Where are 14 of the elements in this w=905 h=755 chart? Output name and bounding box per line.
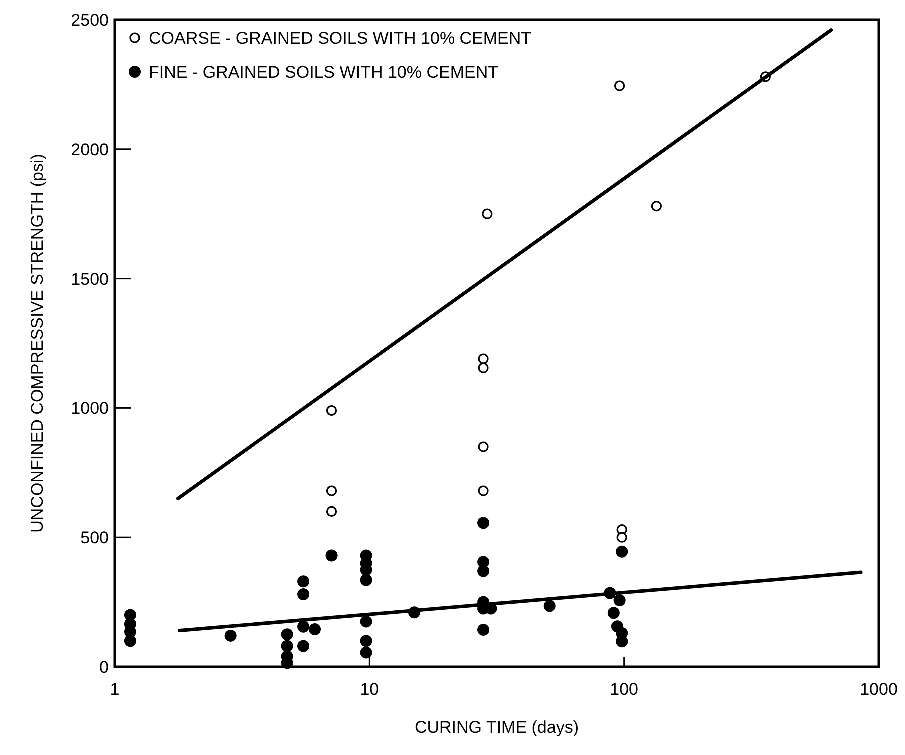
- x-tick-label: 1000: [860, 680, 898, 699]
- y-tick-label: 0: [100, 658, 109, 677]
- x-tick-label: 10: [360, 680, 380, 699]
- y-axis-title: UNCONFINED COMPRESSIVE STRENGTH (psi): [28, 154, 47, 533]
- x-tick-label: 100: [610, 680, 639, 699]
- x-tick-label: 1: [110, 680, 120, 699]
- y-tick-label: 1500: [71, 270, 109, 289]
- legend-label: COARSE - GRAINED SOILS WITH 10% CEMENT: [149, 28, 532, 48]
- legend-label: FINE - GRAINED SOILS WITH 10% CEMENT: [149, 62, 498, 82]
- y-tick-label: 2000: [71, 140, 109, 160]
- y-tick-label: 1000: [71, 399, 109, 418]
- y-tick-label: 2500: [71, 10, 109, 30]
- x-axis-title: CURING TIME (days): [414, 718, 580, 737]
- y-tick-label: 500: [80, 528, 109, 548]
